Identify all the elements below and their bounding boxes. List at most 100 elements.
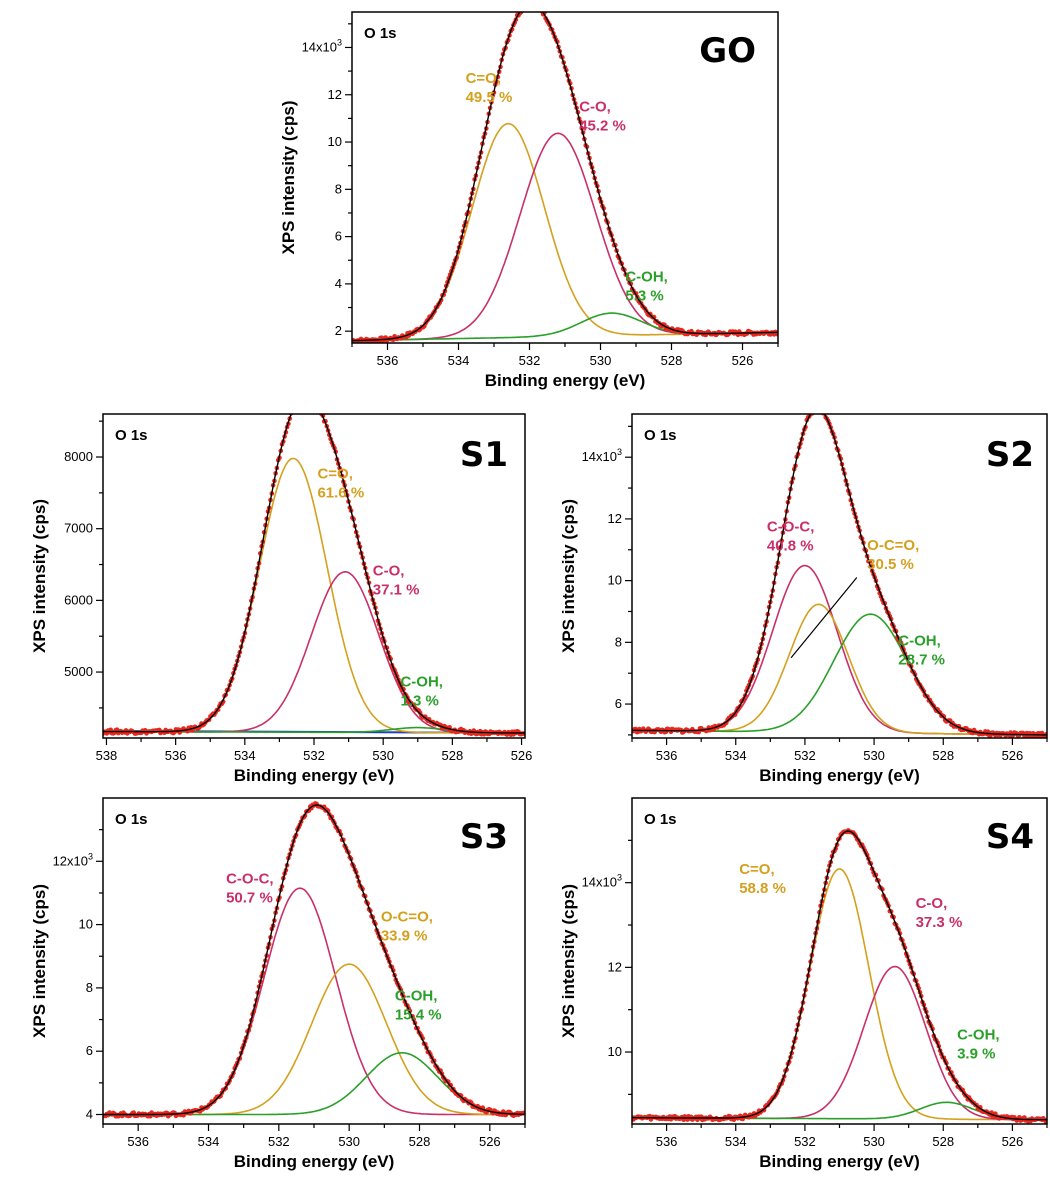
- peak-annotation-percent: 37.3 %: [916, 914, 963, 931]
- x-tick-label: 536: [127, 1134, 149, 1149]
- y-tick-label: 10: [328, 134, 342, 149]
- component-c-oh: [352, 312, 778, 342]
- y-tick-label: 6: [335, 229, 342, 244]
- y-tick-label: 14x103: [302, 37, 342, 54]
- component-c-o: [103, 570, 525, 734]
- data-points: [632, 828, 1047, 1124]
- data-point: [308, 395, 313, 400]
- data-point: [295, 398, 300, 403]
- y-tick-label: 6: [86, 1043, 93, 1058]
- plot-area: [352, 1, 778, 343]
- data-point: [293, 404, 298, 409]
- peak-annotation-label: O-C=O,: [867, 537, 919, 554]
- x-axis-label: Binding energy (eV): [234, 1152, 395, 1171]
- y-tick-label: 8000: [64, 449, 93, 464]
- x-tick-label: 536: [656, 748, 678, 763]
- data-point: [815, 407, 820, 412]
- y-tick-label: 12: [608, 511, 622, 526]
- component-c-o: [352, 132, 778, 342]
- x-tick-label: 534: [448, 353, 470, 368]
- y-axis-label: XPS intensity (cps): [559, 499, 578, 653]
- data-point: [527, 2, 532, 7]
- data-point: [310, 396, 315, 401]
- data-point: [314, 401, 319, 406]
- x-tick-label: 526: [511, 748, 533, 763]
- data-point: [530, 2, 535, 7]
- fit-envelope: [632, 830, 1047, 1121]
- peak-annotation-percent: 15.4 %: [395, 1007, 442, 1024]
- plot-area: [103, 393, 525, 737]
- x-tick-label: 534: [234, 748, 256, 763]
- plot-frame: [631, 413, 1048, 739]
- panel-s1: 538 536 534 532 530 528 526 5000 6000 7000 8000 Bin…: [30, 393, 533, 785]
- component-c-o-c: [103, 887, 525, 1116]
- data-point: [448, 1082, 454, 1088]
- plot-area: [103, 801, 525, 1119]
- sample-label: S1: [460, 435, 508, 475]
- x-axis-label: Binding energy (eV): [485, 371, 646, 390]
- peak-annotation-percent: 5.3 %: [625, 288, 663, 305]
- data-point: [291, 408, 296, 413]
- data-point: [812, 407, 817, 412]
- x-tick-label: 534: [725, 748, 747, 763]
- x-tick-label: 528: [932, 1134, 954, 1149]
- panel-title: O 1s: [364, 25, 397, 42]
- component-o-c-o: [632, 603, 1047, 736]
- y-tick-label: 14x103: [582, 873, 622, 890]
- y-tick-label: 5000: [64, 664, 93, 679]
- data-point: [312, 398, 317, 403]
- plot-frame: [631, 797, 1048, 1125]
- y-axis-label: XPS intensity (cps): [30, 884, 49, 1038]
- peak-annotation-percent: 28.7 %: [898, 651, 945, 668]
- component-c-o: [352, 122, 778, 342]
- peak-annotation-percent: 61.6 %: [317, 485, 364, 502]
- data-point: [304, 394, 309, 399]
- y-axis-label: XPS intensity (cps): [559, 884, 578, 1038]
- data-point: [307, 393, 312, 398]
- x-tick-label: 528: [409, 1134, 431, 1149]
- x-tick-label: 530: [590, 353, 612, 368]
- panel-s2: 536 534 532 530 528 526 6 8 10 12 14x103 Binding en…: [559, 407, 1048, 785]
- x-tick-label: 530: [372, 748, 394, 763]
- peak-annotation-percent: 37.1 %: [373, 581, 420, 598]
- y-tick-label: 4: [335, 276, 342, 291]
- data-point: [818, 408, 823, 413]
- data-point: [532, 1, 537, 6]
- peak-annotation-label: C-O-C,: [226, 870, 273, 887]
- x-tick-label: 526: [479, 1134, 501, 1149]
- peak-annotation-label: C-O,: [373, 562, 405, 579]
- sample-label: S2: [986, 435, 1034, 475]
- x-tick-label: 532: [794, 748, 816, 763]
- peak-annotation-label: C-O-C,: [767, 518, 815, 535]
- data-point: [524, 4, 529, 9]
- x-tick-label: 530: [863, 748, 885, 763]
- x-tick-label: 534: [725, 1134, 747, 1149]
- peak-annotation-percent: 1.3 %: [400, 692, 438, 709]
- panel-s3: 536 534 532 530 528 526 4 6 8 10 12x103 Binding ene…: [30, 797, 526, 1171]
- plot-area: [632, 828, 1047, 1124]
- peak-annotation-percent: 50.7 %: [226, 889, 273, 906]
- component-o-c-o: [103, 963, 525, 1116]
- y-tick-label: 8: [86, 980, 93, 995]
- y-tick-label: 4: [86, 1107, 93, 1122]
- data-point: [941, 714, 947, 719]
- x-tick-label: 532: [303, 748, 325, 763]
- peak-annotation-label: C=O,: [739, 861, 774, 878]
- data-point: [533, 3, 538, 8]
- data-point: [302, 395, 307, 400]
- data-point: [816, 408, 821, 413]
- x-tick-label: 532: [519, 353, 541, 368]
- peak-annotation-label: C-OH,: [395, 988, 438, 1005]
- fit-envelope: [632, 414, 1047, 736]
- data-point: [300, 394, 305, 399]
- peak-annotation-label: O-C=O,: [381, 908, 433, 925]
- data-point: [316, 406, 321, 411]
- peak-annotation-label: C=O,: [317, 466, 352, 483]
- x-tick-label: 528: [442, 748, 464, 763]
- x-tick-label: 534: [198, 1134, 220, 1149]
- peak-annotation-label: C-OH,: [625, 269, 668, 286]
- x-axis-label: Binding energy (eV): [759, 1152, 920, 1171]
- annotation-leader-line: [790, 577, 858, 659]
- y-tick-label: 12: [608, 959, 622, 974]
- sample-label: GO: [699, 31, 756, 71]
